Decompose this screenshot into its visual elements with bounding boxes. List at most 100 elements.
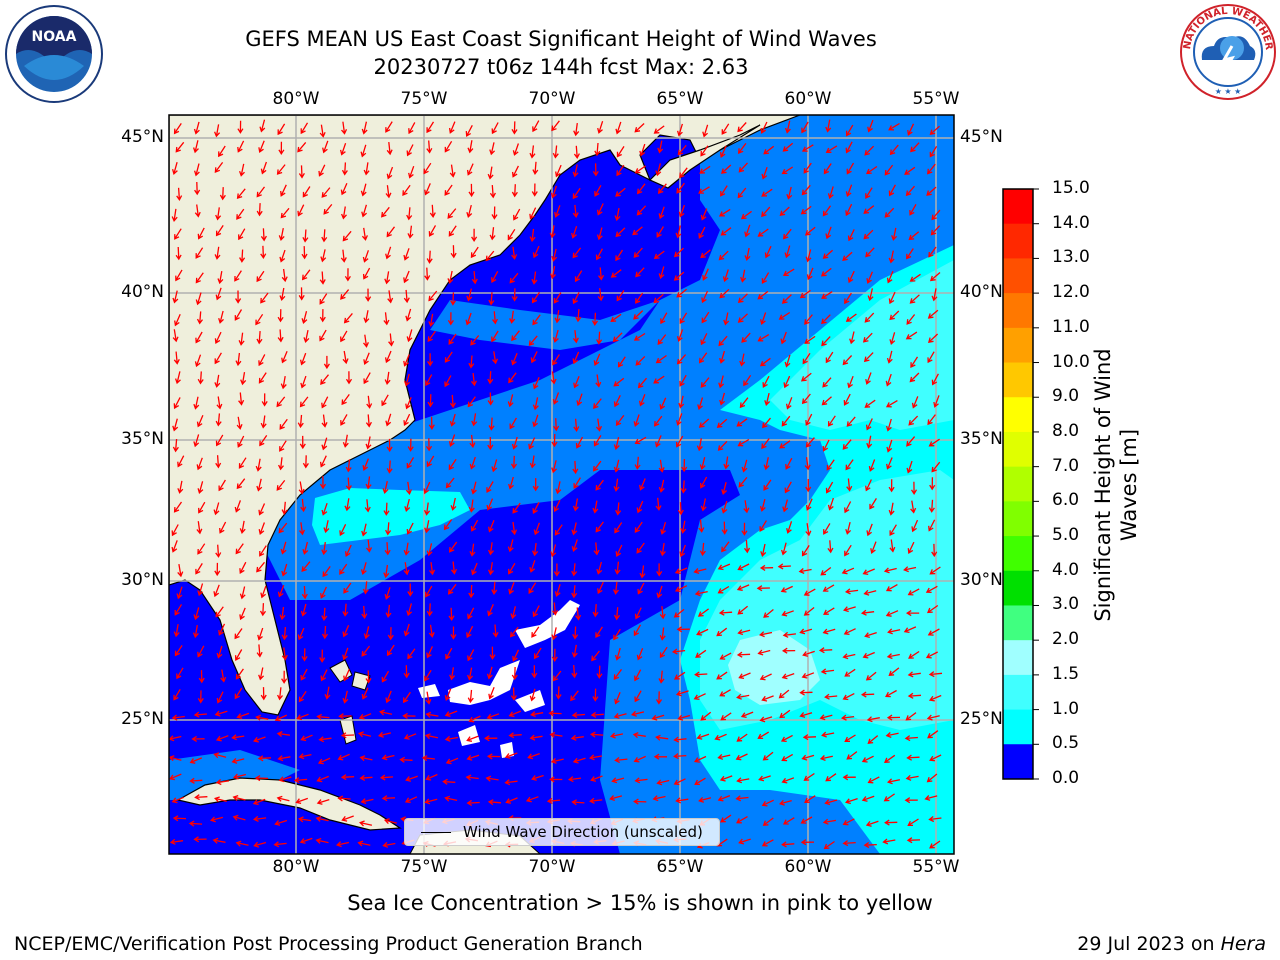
wave-direction-arrow	[319, 271, 326, 285]
wave-direction-arrow	[931, 373, 939, 386]
wave-direction-arrow	[552, 329, 559, 343]
wave-direction-arrow	[784, 120, 791, 134]
wave-direction-arrow	[276, 480, 286, 491]
wave-direction-arrow	[365, 414, 372, 428]
wave-direction-arrow	[444, 184, 453, 196]
wave-direction-arrow	[424, 798, 438, 805]
wave-direction-arrow	[614, 561, 621, 575]
wave-direction-arrow	[660, 312, 668, 325]
wave-direction-arrow	[193, 607, 200, 621]
wave-direction-arrow	[784, 354, 791, 368]
wave-direction-arrow	[761, 799, 774, 807]
wave-direction-arrow	[780, 331, 787, 345]
wave-direction-arrow	[888, 667, 900, 677]
wave-direction-arrow	[927, 351, 935, 364]
wave-direction-arrow	[279, 418, 288, 430]
wave-direction-arrow	[278, 776, 292, 783]
wave-direction-arrow	[759, 673, 772, 681]
wave-direction-arrow	[615, 415, 625, 426]
wave-direction-arrow	[803, 772, 815, 781]
wave-direction-arrow	[487, 166, 494, 180]
colorbar-tick-label: 4.0	[1052, 559, 1080, 580]
wave-direction-arrow	[465, 774, 479, 781]
wave-direction-arrow	[235, 840, 249, 847]
wave-direction-arrow	[384, 587, 391, 600]
wave-direction-arrow	[675, 797, 689, 804]
wave-direction-arrow	[340, 774, 355, 781]
wave-direction-arrow	[254, 775, 269, 782]
wave-direction-arrow	[930, 225, 941, 236]
wave-direction-arrow	[429, 204, 436, 219]
wave-direction-arrow	[279, 440, 287, 452]
wave-direction-arrow	[595, 418, 602, 432]
wave-direction-arrow	[782, 228, 792, 240]
wave-direction-arrow	[213, 124, 221, 138]
wave-direction-arrow	[342, 350, 349, 365]
wave-direction-arrow	[383, 312, 390, 326]
wave-direction-arrow	[698, 352, 708, 364]
wave-direction-arrow	[236, 188, 246, 200]
wave-direction-arrow	[426, 543, 433, 557]
wave-direction-arrow	[385, 185, 392, 199]
wave-direction-arrow	[822, 439, 830, 452]
wave-direction-arrow	[342, 624, 350, 638]
wave-direction-arrow	[298, 287, 305, 301]
wave-direction-arrow	[698, 226, 706, 239]
wave-direction-arrow	[905, 185, 915, 197]
wave-direction-arrow	[198, 670, 205, 684]
wave-direction-arrow	[801, 184, 811, 196]
wave-direction-arrow	[340, 732, 355, 739]
wave-direction-arrow	[193, 434, 200, 448]
wave-direction-arrow	[759, 498, 766, 512]
wave-direction-arrow	[907, 692, 922, 699]
wave-direction-arrow	[928, 694, 942, 702]
wave-direction-arrow	[302, 186, 311, 198]
wave-direction-arrow	[381, 670, 390, 683]
wave-direction-arrow	[782, 817, 795, 825]
wave-direction-arrow	[196, 414, 204, 428]
wave-direction-arrow	[756, 585, 770, 592]
wave-direction-arrow	[386, 438, 393, 453]
wave-direction-arrow	[231, 757, 245, 764]
wave-direction-arrow	[428, 416, 435, 431]
wave-direction-arrow	[757, 334, 770, 342]
wave-direction-arrow	[235, 352, 242, 367]
wave-direction-arrow	[302, 541, 309, 555]
wave-direction-arrow	[845, 184, 853, 198]
wave-direction-arrow	[609, 795, 623, 802]
wave-direction-arrow	[737, 122, 747, 133]
wave-direction-arrow	[316, 798, 330, 805]
wave-direction-arrow	[702, 124, 709, 138]
wave-direction-arrow	[387, 627, 394, 641]
wave-direction-arrow	[702, 268, 709, 281]
wave-direction-arrow	[701, 311, 710, 324]
wave-direction-arrow	[800, 205, 812, 215]
wave-direction-arrow	[385, 604, 392, 619]
wave-direction-arrow	[425, 711, 439, 718]
wave-direction-arrow	[595, 626, 603, 639]
wave-direction-arrow	[784, 245, 791, 259]
wave-direction-arrow	[719, 689, 731, 697]
colorbar-tick-label: 3.0	[1052, 594, 1080, 615]
lon-tick-label-bottom: 60°W	[784, 857, 832, 877]
wave-direction-arrow	[277, 123, 286, 136]
wave-direction-arrow	[256, 203, 263, 217]
wave-direction-arrow	[572, 204, 579, 219]
wave-direction-arrow	[615, 227, 626, 238]
wave-direction-arrow	[212, 837, 226, 844]
wave-direction-arrow	[805, 437, 815, 448]
wave-direction-arrow	[176, 667, 184, 680]
wave-direction-arrow	[551, 648, 558, 663]
wave-direction-arrow	[360, 183, 367, 197]
wave-direction-arrow	[803, 588, 816, 596]
wave-direction-arrow	[761, 206, 771, 218]
wave-direction-arrow	[531, 271, 538, 285]
wave-direction-arrow	[887, 778, 901, 785]
wave-direction-arrow	[469, 434, 476, 449]
noaa-logo-text: NOAA	[32, 29, 77, 45]
wave-direction-arrow	[889, 524, 897, 537]
wave-direction-arrow	[719, 350, 726, 364]
wave-direction-arrow	[234, 309, 243, 321]
wave-direction-arrow	[425, 773, 438, 781]
wave-direction-arrow	[340, 414, 348, 426]
